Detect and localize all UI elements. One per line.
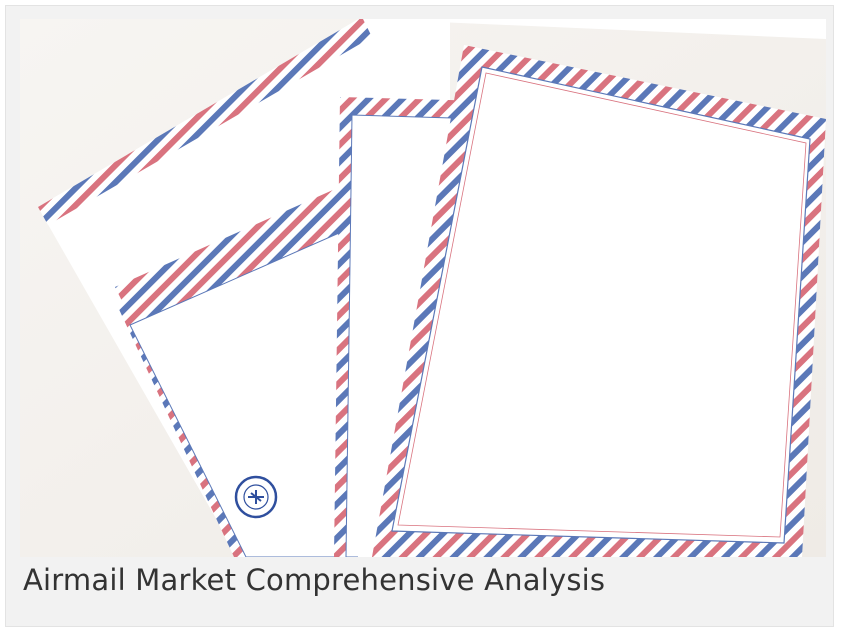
article-card[interactable]: Airmail Market Comprehensive Analysis: [5, 5, 834, 627]
card-caption[interactable]: Airmail Market Comprehensive Analysis: [23, 563, 606, 597]
airmail-stamp-icon: [234, 475, 278, 519]
airmail-sheet-front: [372, 45, 826, 557]
airmail-stationery-image[interactable]: [20, 19, 826, 557]
airmail-stationery-illustration: [20, 19, 826, 557]
